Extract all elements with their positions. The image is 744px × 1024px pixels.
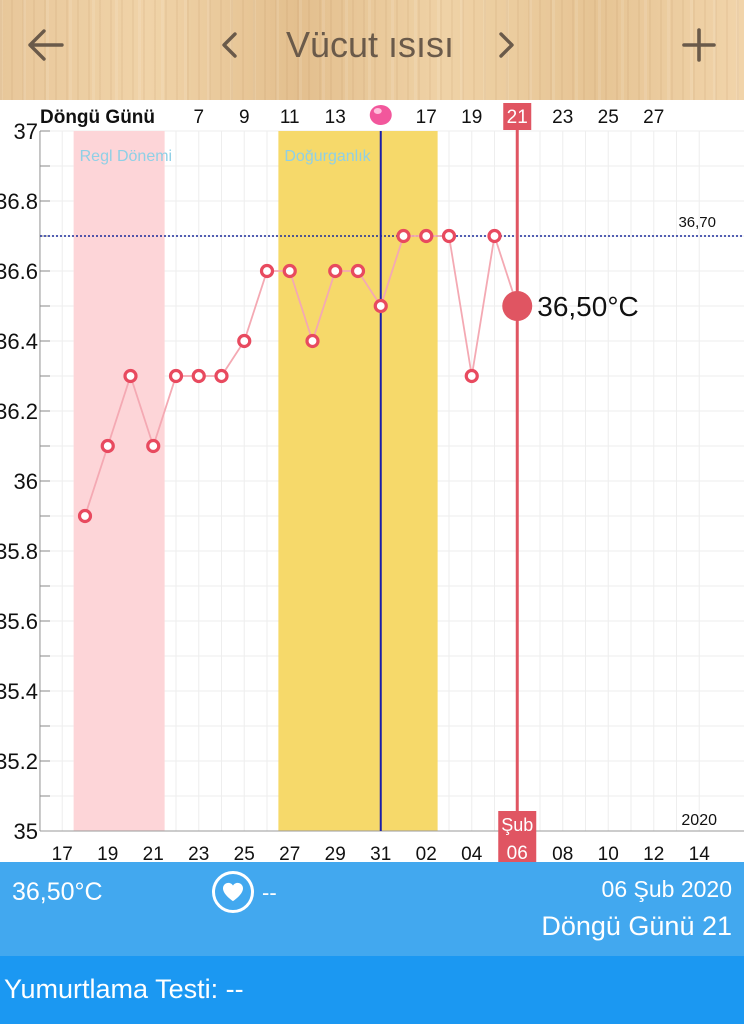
- summary-panel[interactable]: [0, 862, 744, 956]
- heart-value: --: [262, 880, 277, 905]
- chevron-left-icon: [222, 32, 237, 58]
- date-tick-label: 23: [188, 844, 209, 862]
- temperature-point: [214, 368, 229, 384]
- cycle-tick-label: 11: [280, 107, 300, 128]
- app-header: Vücut ısısı: [0, 0, 744, 100]
- ovulation-test-label: Yumurtlama Testi: --: [4, 974, 244, 1004]
- temperature-point: [305, 333, 320, 349]
- phase-band-label: Doğurganlık: [284, 148, 371, 165]
- phase-band-label: Regl Dönemi: [80, 148, 172, 165]
- temperature-point: [237, 333, 252, 349]
- temperature-point: [373, 298, 388, 314]
- cycle-tick-label: 27: [643, 107, 664, 128]
- year-label: 2020: [681, 812, 717, 829]
- temperature-point: [100, 438, 115, 454]
- date-tick-label: 08: [552, 844, 573, 862]
- y-tick-label: 36.6: [0, 259, 38, 284]
- date-tick-label: 29: [325, 844, 346, 862]
- selected-date-label: 06: [507, 843, 528, 862]
- ovulation-test-row[interactable]: [0, 956, 744, 1024]
- phase-band: [73, 131, 165, 831]
- next-button[interactable]: [490, 24, 524, 66]
- y-tick-label: 35.2: [0, 749, 38, 774]
- cycle-axis-title: Döngü Günü: [40, 107, 155, 128]
- y-tick-label: 36.4: [0, 329, 38, 354]
- date-tick-label: 19: [97, 844, 118, 862]
- selected-cycle-label: 21: [507, 107, 528, 128]
- back-button[interactable]: [20, 22, 70, 68]
- temperature-point: [168, 368, 184, 384]
- selected-cycle-day: Döngü Günü 21: [541, 911, 732, 941]
- cycle-tick-label: 7: [193, 107, 204, 128]
- date-tick-label: 04: [461, 844, 483, 862]
- cycle-tick-label: 13: [325, 107, 346, 128]
- selected-temperature-point: [502, 291, 533, 321]
- date-tick-label: 17: [52, 844, 73, 862]
- date-tick-label: 02: [416, 844, 437, 862]
- temperature-point: [259, 263, 275, 279]
- date-tick-label: 10: [598, 844, 619, 862]
- temperature-point: [464, 368, 479, 384]
- temperature-chart[interactable]: Regl Dönemi Doğurganlık 35 35.2 35.4 35.6 35.8…: [0, 100, 744, 862]
- heart-icon: [223, 882, 243, 902]
- selected-month-label: Şub: [501, 815, 533, 835]
- y-tick-label: 36.8: [0, 189, 38, 214]
- selected-temperature-label: 36,50°C: [537, 291, 639, 322]
- y-tick-label: 36: [14, 469, 38, 494]
- date-tick-label: 21: [143, 844, 164, 862]
- cycle-tick-label: 25: [598, 107, 619, 128]
- heart-button[interactable]: [212, 871, 254, 913]
- selected-date-badge: [498, 811, 537, 862]
- y-tick-label: 36.2: [0, 399, 38, 424]
- ovulation-dot-icon: [369, 105, 392, 125]
- page-title: Vücut ısısı: [285, 24, 455, 65]
- ovulation-dot-highlight: [373, 108, 382, 114]
- add-button[interactable]: [676, 20, 722, 70]
- temperature-point: [487, 228, 502, 244]
- temperature-point: [146, 438, 161, 454]
- cycle-tick-label: 17: [416, 107, 437, 128]
- y-tick-label: 35.6: [0, 609, 38, 634]
- temperature-point: [191, 368, 206, 384]
- y-tick-label: 35.4: [0, 679, 38, 704]
- temperature-point: [419, 228, 434, 244]
- arrow-left-icon: [28, 29, 64, 61]
- temperature-point: [441, 228, 457, 244]
- previous-button[interactable]: [212, 24, 246, 66]
- selected-cycle-badge: [503, 103, 532, 130]
- phase-band: [278, 131, 438, 831]
- temperature-point: [77, 508, 93, 524]
- threshold-label: 36,70: [678, 214, 716, 231]
- chevron-right-icon: [499, 32, 514, 58]
- selected-temperature: 36,50°C: [12, 878, 103, 906]
- y-tick-label: 35.8: [0, 539, 38, 564]
- date-tick-label: 14: [689, 844, 711, 862]
- cycle-tick-label: 9: [239, 107, 250, 128]
- cycle-tick-label: 19: [461, 107, 482, 128]
- date-tick-label: 31: [370, 844, 391, 862]
- date-tick-label: 25: [234, 844, 255, 862]
- temperature-point: [328, 263, 343, 279]
- cycle-tick-label: 23: [552, 107, 573, 128]
- date-tick-label: 12: [643, 844, 664, 862]
- temperature-point: [396, 228, 411, 244]
- date-tick-label: 27: [279, 844, 300, 862]
- plus-icon: [682, 28, 716, 62]
- y-tick-label: 35: [14, 819, 38, 844]
- temperature-point: [123, 368, 138, 384]
- temperature-point: [282, 263, 297, 279]
- temperature-point: [350, 263, 366, 279]
- selected-date: 06 Şub 2020: [601, 876, 732, 902]
- y-tick-label: 37: [14, 119, 38, 144]
